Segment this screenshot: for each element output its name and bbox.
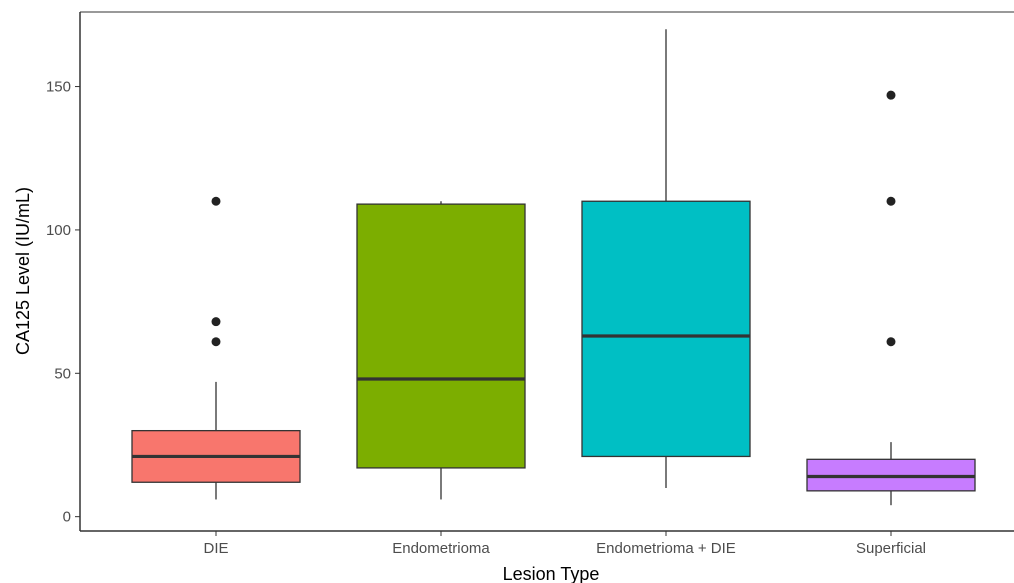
y-tick-label: 100 (46, 222, 71, 239)
box-die (131, 196, 301, 500)
outlier-point (886, 196, 896, 206)
y-tick-label: 50 (54, 365, 71, 382)
x-axis: DIE Endometrioma Endometrioma + DIE Superfi… (203, 531, 926, 557)
box-body (581, 200, 751, 458)
box-endometrioma (356, 201, 526, 500)
outlier-point (886, 90, 896, 100)
y-tick-label: 150 (46, 79, 71, 96)
x-tick-label: DIE (203, 540, 228, 557)
outlier-point (886, 337, 896, 347)
box-series (131, 29, 976, 506)
y-axis: 0 50 100 150 (46, 79, 80, 526)
plot-panel (79, 11, 1014, 532)
x-tick-label: Endometrioma (392, 540, 490, 557)
x-axis-title: Lesion Type (503, 564, 600, 583)
outlier-point (211, 337, 221, 347)
outlier-point (211, 196, 221, 206)
x-tick-label: Endometrioma + DIE (596, 540, 736, 557)
box-body (356, 203, 526, 469)
outlier-point (211, 317, 221, 327)
y-tick-label: 0 (63, 509, 71, 526)
box-endometrioma-die (581, 29, 751, 488)
x-tick-label: Superficial (856, 540, 926, 557)
y-axis-title: CA125 Level (IU/mL) (13, 187, 33, 355)
box-superficial (806, 90, 976, 506)
